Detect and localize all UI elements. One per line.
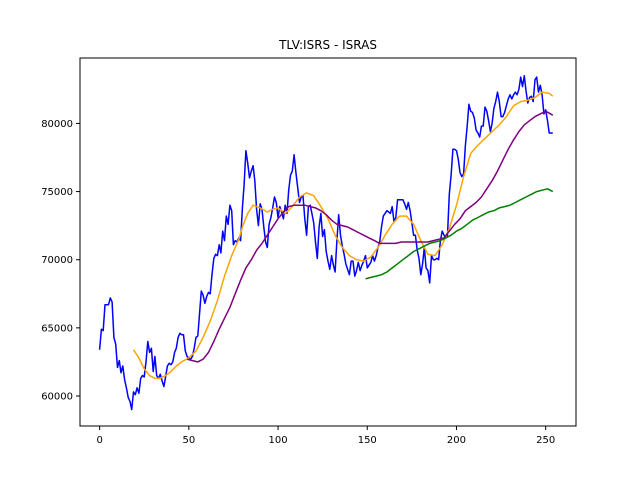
x-tick-label: 100 <box>268 435 287 446</box>
series-layer <box>98 74 554 411</box>
x-tick-label: 50 <box>182 435 195 446</box>
series-line-1 <box>98 74 553 411</box>
x-tick-label: 150 <box>358 435 377 446</box>
y-tick-label: 60000 <box>41 392 73 403</box>
series-line-3 <box>186 110 554 363</box>
x-axis: 0 50 100 150 200 250 <box>96 426 555 446</box>
x-tick-label: 0 <box>96 435 102 446</box>
x-tick-label: 250 <box>536 435 555 446</box>
series-line-4 <box>365 188 554 280</box>
y-tick-label: 80000 <box>41 119 73 130</box>
y-tick-label: 75000 <box>41 187 73 198</box>
series-line-2 <box>132 91 554 380</box>
plot-frame <box>79 57 577 427</box>
chart-title: TLV:ISRS - ISRAS <box>278 38 377 52</box>
y-tick-label: 65000 <box>41 323 73 334</box>
y-axis: 60000 65000 70000 75000 80000 <box>41 119 80 403</box>
x-tick-label: 200 <box>447 435 466 446</box>
y-tick-label: 70000 <box>41 255 73 266</box>
